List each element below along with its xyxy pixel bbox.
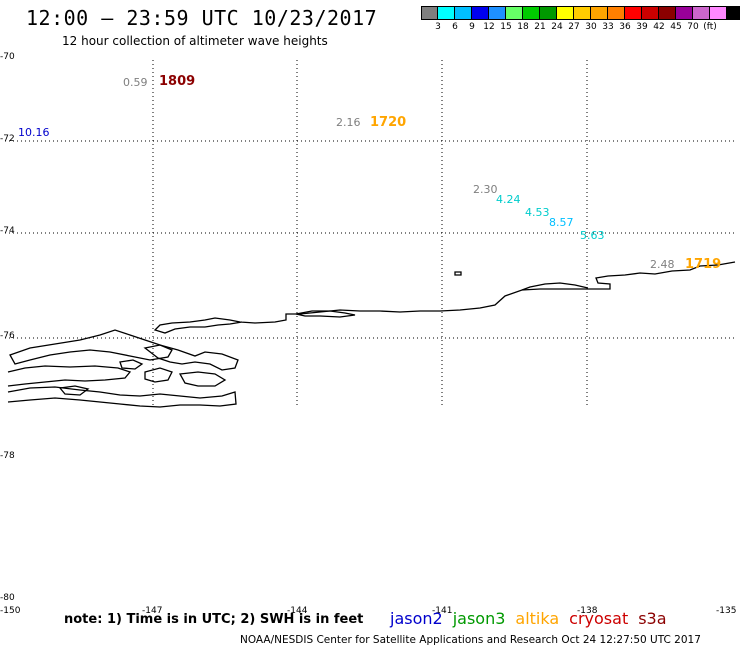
legend-swatch: [574, 6, 591, 20]
legend-label: 9: [469, 22, 475, 32]
legend-swatch: [591, 6, 608, 20]
legend-swatch: [489, 6, 506, 20]
legend-swatch: [727, 6, 740, 20]
legend-label: 30: [585, 22, 597, 32]
island-5: [178, 371, 227, 387]
satellite-name: altika: [515, 609, 560, 628]
legend-swatch: [455, 6, 472, 20]
island-9: [454, 271, 462, 276]
satellite-name: jason2: [390, 609, 443, 628]
legend-swatch: [472, 6, 489, 20]
lon-label: -141: [432, 606, 453, 616]
swh-observation: 2.48: [650, 258, 675, 271]
pass-time: 1720: [370, 115, 407, 130]
legend-label: 33: [602, 22, 614, 32]
coastline-main: [153, 261, 736, 334]
pass-time: 1809: [159, 74, 196, 89]
swh-observation: 0.59: [123, 76, 148, 89]
legend-swatch: [506, 6, 523, 20]
legend-swatch: [421, 6, 438, 20]
legend-swatch: [438, 6, 455, 20]
legend-label: 3: [435, 22, 441, 32]
pass-time: 1719: [685, 257, 722, 272]
legend-label: 39: [636, 22, 648, 32]
legend-label: 45: [670, 22, 682, 32]
swh-observation: 2.16: [336, 116, 361, 129]
lat-label: -80: [0, 593, 15, 603]
satellite-name: jason3: [452, 609, 506, 628]
legend-swatch: [659, 6, 676, 20]
coastline: [7, 261, 736, 408]
footer-note: note: 1) Time is in UTC; 2) SWH is in fe…: [64, 612, 364, 627]
legend-label: 21: [534, 22, 546, 32]
island-3: [7, 365, 132, 387]
island-6: [7, 386, 237, 408]
lat-label: -76: [0, 331, 15, 341]
satellite-legend: jason2 jason3 altika cryosat s3a: [390, 609, 667, 628]
legend-swatch: [523, 6, 540, 20]
island-8: [119, 359, 144, 370]
legend-label: 15: [500, 22, 512, 32]
coastline-bay: [521, 282, 589, 291]
island-2: [143, 344, 239, 371]
satellite-name: cryosat: [569, 609, 629, 628]
lat-label: -78: [0, 451, 15, 461]
swh-observation: 10.16: [18, 126, 50, 139]
legend-label: (ft): [703, 22, 717, 32]
island-4: [144, 367, 173, 383]
legend-label: 70: [687, 22, 699, 32]
lat-label: -74: [0, 226, 15, 236]
color-legend-labels: 3 6 9 12 15 18 21 24 27 30 33 36 39 42 45 70 (ft): [421, 22, 740, 34]
lat-label: -70: [0, 52, 15, 62]
island-7: [58, 385, 90, 396]
legend-swatch: [557, 6, 574, 20]
lon-label: -135: [716, 606, 737, 616]
legend-label: 27: [568, 22, 580, 32]
lon-label: -144: [287, 606, 308, 616]
legend-label: 36: [619, 22, 631, 32]
swh-observation: 4.24: [496, 193, 521, 206]
legend-swatch: [676, 6, 693, 20]
color-legend: [421, 6, 740, 20]
swh-observation: 8.57: [549, 216, 574, 229]
lon-label: -147: [142, 606, 163, 616]
legend-swatch: [540, 6, 557, 20]
lat-label: -72: [0, 134, 15, 144]
lon-label: -138: [577, 606, 598, 616]
credit-line: NOAA/NESDIS Center for Satellite Applica…: [240, 634, 701, 646]
legend-swatch: [710, 6, 727, 20]
legend-swatch: [693, 6, 710, 20]
page-title: 12:00 — 23:59 UTC 10/23/2017: [26, 6, 378, 30]
legend-swatch: [642, 6, 659, 20]
coastline-inlet-1: [295, 310, 356, 318]
swh-observation: 5.63: [580, 229, 605, 242]
legend-swatch: [608, 6, 625, 20]
legend-label: 24: [551, 22, 563, 32]
legend-label: 42: [653, 22, 665, 32]
graticule: [5, 60, 735, 408]
legend-label: 12: [483, 22, 495, 32]
island-1: [9, 329, 173, 365]
lon-label: -150: [0, 606, 21, 616]
legend-swatch: [625, 6, 642, 20]
satellite-name: s3a: [638, 609, 667, 628]
page-subtitle: 12 hour collection of altimeter wave hei…: [62, 34, 328, 48]
swh-observation: 4.53: [525, 206, 550, 219]
legend-label: 6: [452, 22, 458, 32]
legend-label: 18: [517, 22, 529, 32]
swh-observation: 2.30: [473, 183, 498, 196]
